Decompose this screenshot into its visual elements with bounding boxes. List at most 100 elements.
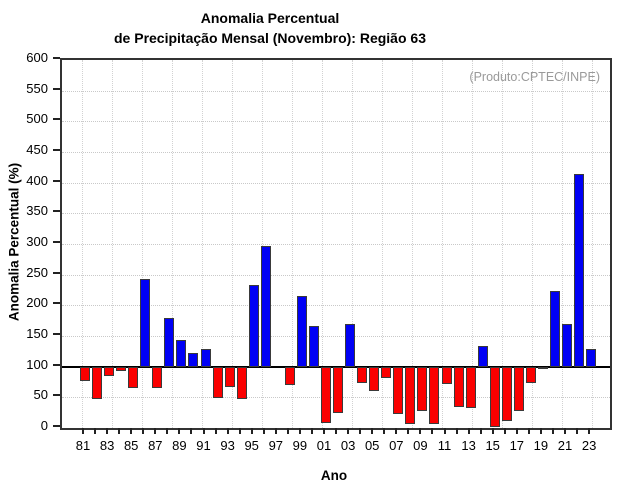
x-tick: [347, 428, 350, 434]
x-tick-label: 03: [340, 438, 356, 453]
v-gridline: [472, 60, 473, 428]
x-tick-label: 11: [437, 438, 452, 453]
x-tick: [455, 428, 458, 434]
y-tick: [53, 210, 60, 213]
x-tick-label: 93: [220, 438, 235, 453]
x-tick: [515, 428, 518, 434]
x-tick: [527, 428, 530, 434]
x-tick: [118, 428, 121, 434]
x-tick-label: 21: [557, 438, 573, 453]
x-tick: [310, 428, 313, 434]
h-gridline: [62, 152, 610, 153]
bar: [441, 366, 452, 384]
bar: [357, 366, 368, 383]
v-gridline: [112, 60, 113, 428]
v-gridline: [142, 60, 143, 428]
x-tick-label: 87: [148, 438, 163, 453]
bar: [284, 366, 295, 386]
bar: [489, 366, 500, 427]
y-tick: [53, 425, 60, 427]
chart-title-line1: Anomalia Percentual: [200, 10, 340, 26]
x-tick: [226, 428, 229, 434]
v-gridline: [382, 60, 383, 428]
x-tick: [479, 428, 482, 434]
h-gridline: [62, 90, 610, 92]
bar: [188, 352, 199, 367]
bar: [574, 174, 585, 367]
h-gridline: [62, 336, 610, 337]
bar: [92, 366, 103, 399]
bar: [224, 366, 235, 387]
x-tick: [371, 428, 374, 434]
x-tick-label: 85: [123, 438, 139, 453]
x-tick: [564, 428, 566, 434]
chart-title: Anomalia Percentual de Precipitação Mens…: [0, 8, 540, 48]
x-tick: [443, 428, 446, 434]
x-tick-label: 83: [99, 438, 115, 453]
y-tick-label: 300: [26, 234, 48, 249]
v-gridline: [322, 60, 323, 428]
y-tick: [53, 57, 60, 59]
y-tick-label: 150: [26, 326, 48, 341]
y-tick: [53, 241, 60, 243]
bar: [80, 366, 90, 382]
bar: [260, 245, 271, 367]
bar: [296, 296, 307, 367]
bar: [212, 366, 223, 398]
y-tick: [53, 363, 60, 366]
y-tick: [53, 271, 60, 274]
plot-area: [60, 58, 612, 430]
x-tick: [178, 428, 181, 434]
bar: [537, 366, 548, 370]
bar: [477, 346, 488, 367]
bar: [104, 366, 115, 377]
x-tick-label: 15: [485, 438, 500, 453]
bar: [116, 366, 127, 371]
bar: [513, 366, 524, 412]
bar: [248, 285, 259, 367]
bar: [369, 366, 380, 392]
x-tick: [190, 428, 193, 434]
y-tick: [53, 87, 60, 90]
y-tick: [53, 118, 60, 121]
x-tick: [576, 428, 579, 434]
y-tick: [53, 394, 60, 397]
x-axis-title: Ano: [320, 468, 348, 483]
x-tick: [154, 428, 157, 434]
x-tick: [383, 428, 386, 434]
bar: [465, 366, 476, 409]
bar: [417, 366, 428, 412]
v-gridline: [562, 60, 563, 428]
bar: [381, 366, 392, 379]
y-tick: [53, 149, 60, 151]
v-gridline: [532, 60, 533, 428]
x-tick: [323, 428, 325, 434]
x-tick-label: 01: [316, 438, 332, 453]
bar: [333, 366, 344, 413]
v-gridline: [412, 60, 413, 428]
x-tick: [395, 428, 398, 434]
bar: [405, 366, 416, 425]
x-tick-label: 09: [413, 438, 428, 453]
x-tick: [491, 428, 494, 434]
x-tick: [82, 428, 84, 434]
bar: [345, 324, 356, 367]
bar: [586, 349, 597, 367]
x-tick: [588, 428, 591, 434]
y-tick-label: 550: [26, 80, 48, 96]
h-gridline: [62, 121, 610, 123]
x-tick-label: 95: [244, 438, 259, 453]
x-tick: [214, 428, 217, 434]
bar: [525, 366, 536, 383]
y-tick-label: 50: [33, 387, 48, 403]
x-tick: [467, 428, 470, 434]
v-gridline: [592, 60, 593, 428]
x-tick: [94, 428, 97, 434]
y-tick-label: 400: [26, 172, 48, 188]
bar: [453, 366, 464, 407]
x-tick: [142, 428, 145, 434]
h-gridline: [62, 213, 610, 215]
x-tick-label: 17: [509, 438, 525, 453]
bar: [549, 291, 560, 367]
